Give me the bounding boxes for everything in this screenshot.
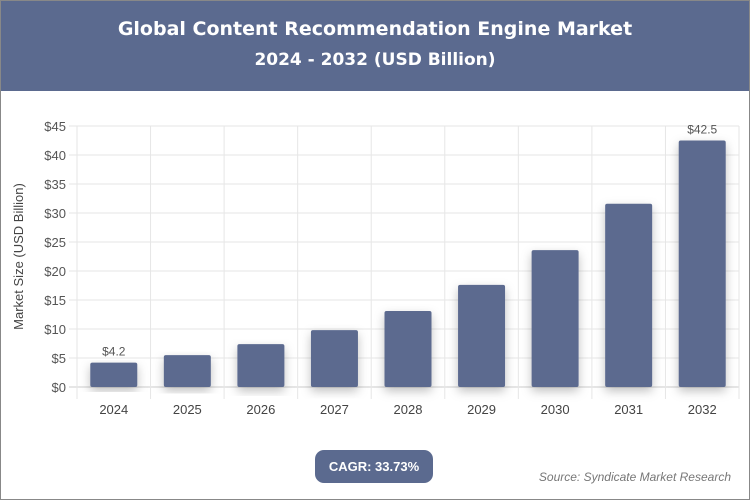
x-tick-label: 2027 bbox=[320, 402, 349, 417]
cagr-badge: CAGR: 33.73% bbox=[315, 450, 433, 483]
data-label: $42.5 bbox=[687, 123, 717, 137]
x-tick-label: 2024 bbox=[99, 402, 128, 417]
y-tick-label: $30 bbox=[44, 206, 66, 221]
x-tick-label: 2030 bbox=[541, 402, 570, 417]
y-tick-label: $0 bbox=[52, 380, 66, 395]
bar-chart: $0 $5 $10 $15 $20 $25 $30 $35 $40 $45 2024 $4.2 2025… bbox=[11, 119, 740, 417]
source-note: Source: Syndicate Market Research bbox=[538, 470, 731, 484]
bar-2029 bbox=[458, 284, 506, 387]
bar-2031 bbox=[605, 203, 653, 387]
bar-2026 bbox=[237, 344, 285, 387]
x-tick-label: 2029 bbox=[467, 402, 496, 417]
x-tick-label: 2026 bbox=[246, 402, 275, 417]
y-tick-label: $15 bbox=[44, 293, 66, 308]
x-tick-label: 2032 bbox=[688, 402, 717, 417]
x-tick-label: 2028 bbox=[394, 402, 423, 417]
bar-2028 bbox=[384, 311, 432, 387]
y-axis-label: Market Size (USD Billion) bbox=[11, 183, 26, 330]
y-tick-label: $45 bbox=[44, 119, 66, 134]
bar-2025 bbox=[163, 355, 211, 387]
data-label: $4.2 bbox=[102, 345, 126, 359]
y-tick-label: $10 bbox=[44, 322, 66, 337]
x-tick-label: 2031 bbox=[614, 402, 643, 417]
chart-header: Global Content Recommendation Engine Mar… bbox=[1, 1, 749, 91]
bar-2030 bbox=[531, 250, 579, 387]
y-tick-label: $5 bbox=[52, 351, 66, 366]
bar-2024 bbox=[90, 362, 138, 387]
chart-title: Global Content Recommendation Engine Mar… bbox=[117, 18, 633, 40]
y-tick-label: $40 bbox=[44, 148, 66, 163]
y-tick-label: $25 bbox=[44, 235, 66, 250]
bar-2027 bbox=[310, 330, 358, 387]
y-tick-label: $20 bbox=[44, 264, 66, 279]
y-tick-label: $35 bbox=[44, 177, 66, 192]
chart-subtitle: 2024 - 2032 (USD Billion) bbox=[254, 50, 496, 70]
x-tick-label: 2025 bbox=[173, 402, 202, 417]
bar-2032 bbox=[678, 140, 726, 387]
